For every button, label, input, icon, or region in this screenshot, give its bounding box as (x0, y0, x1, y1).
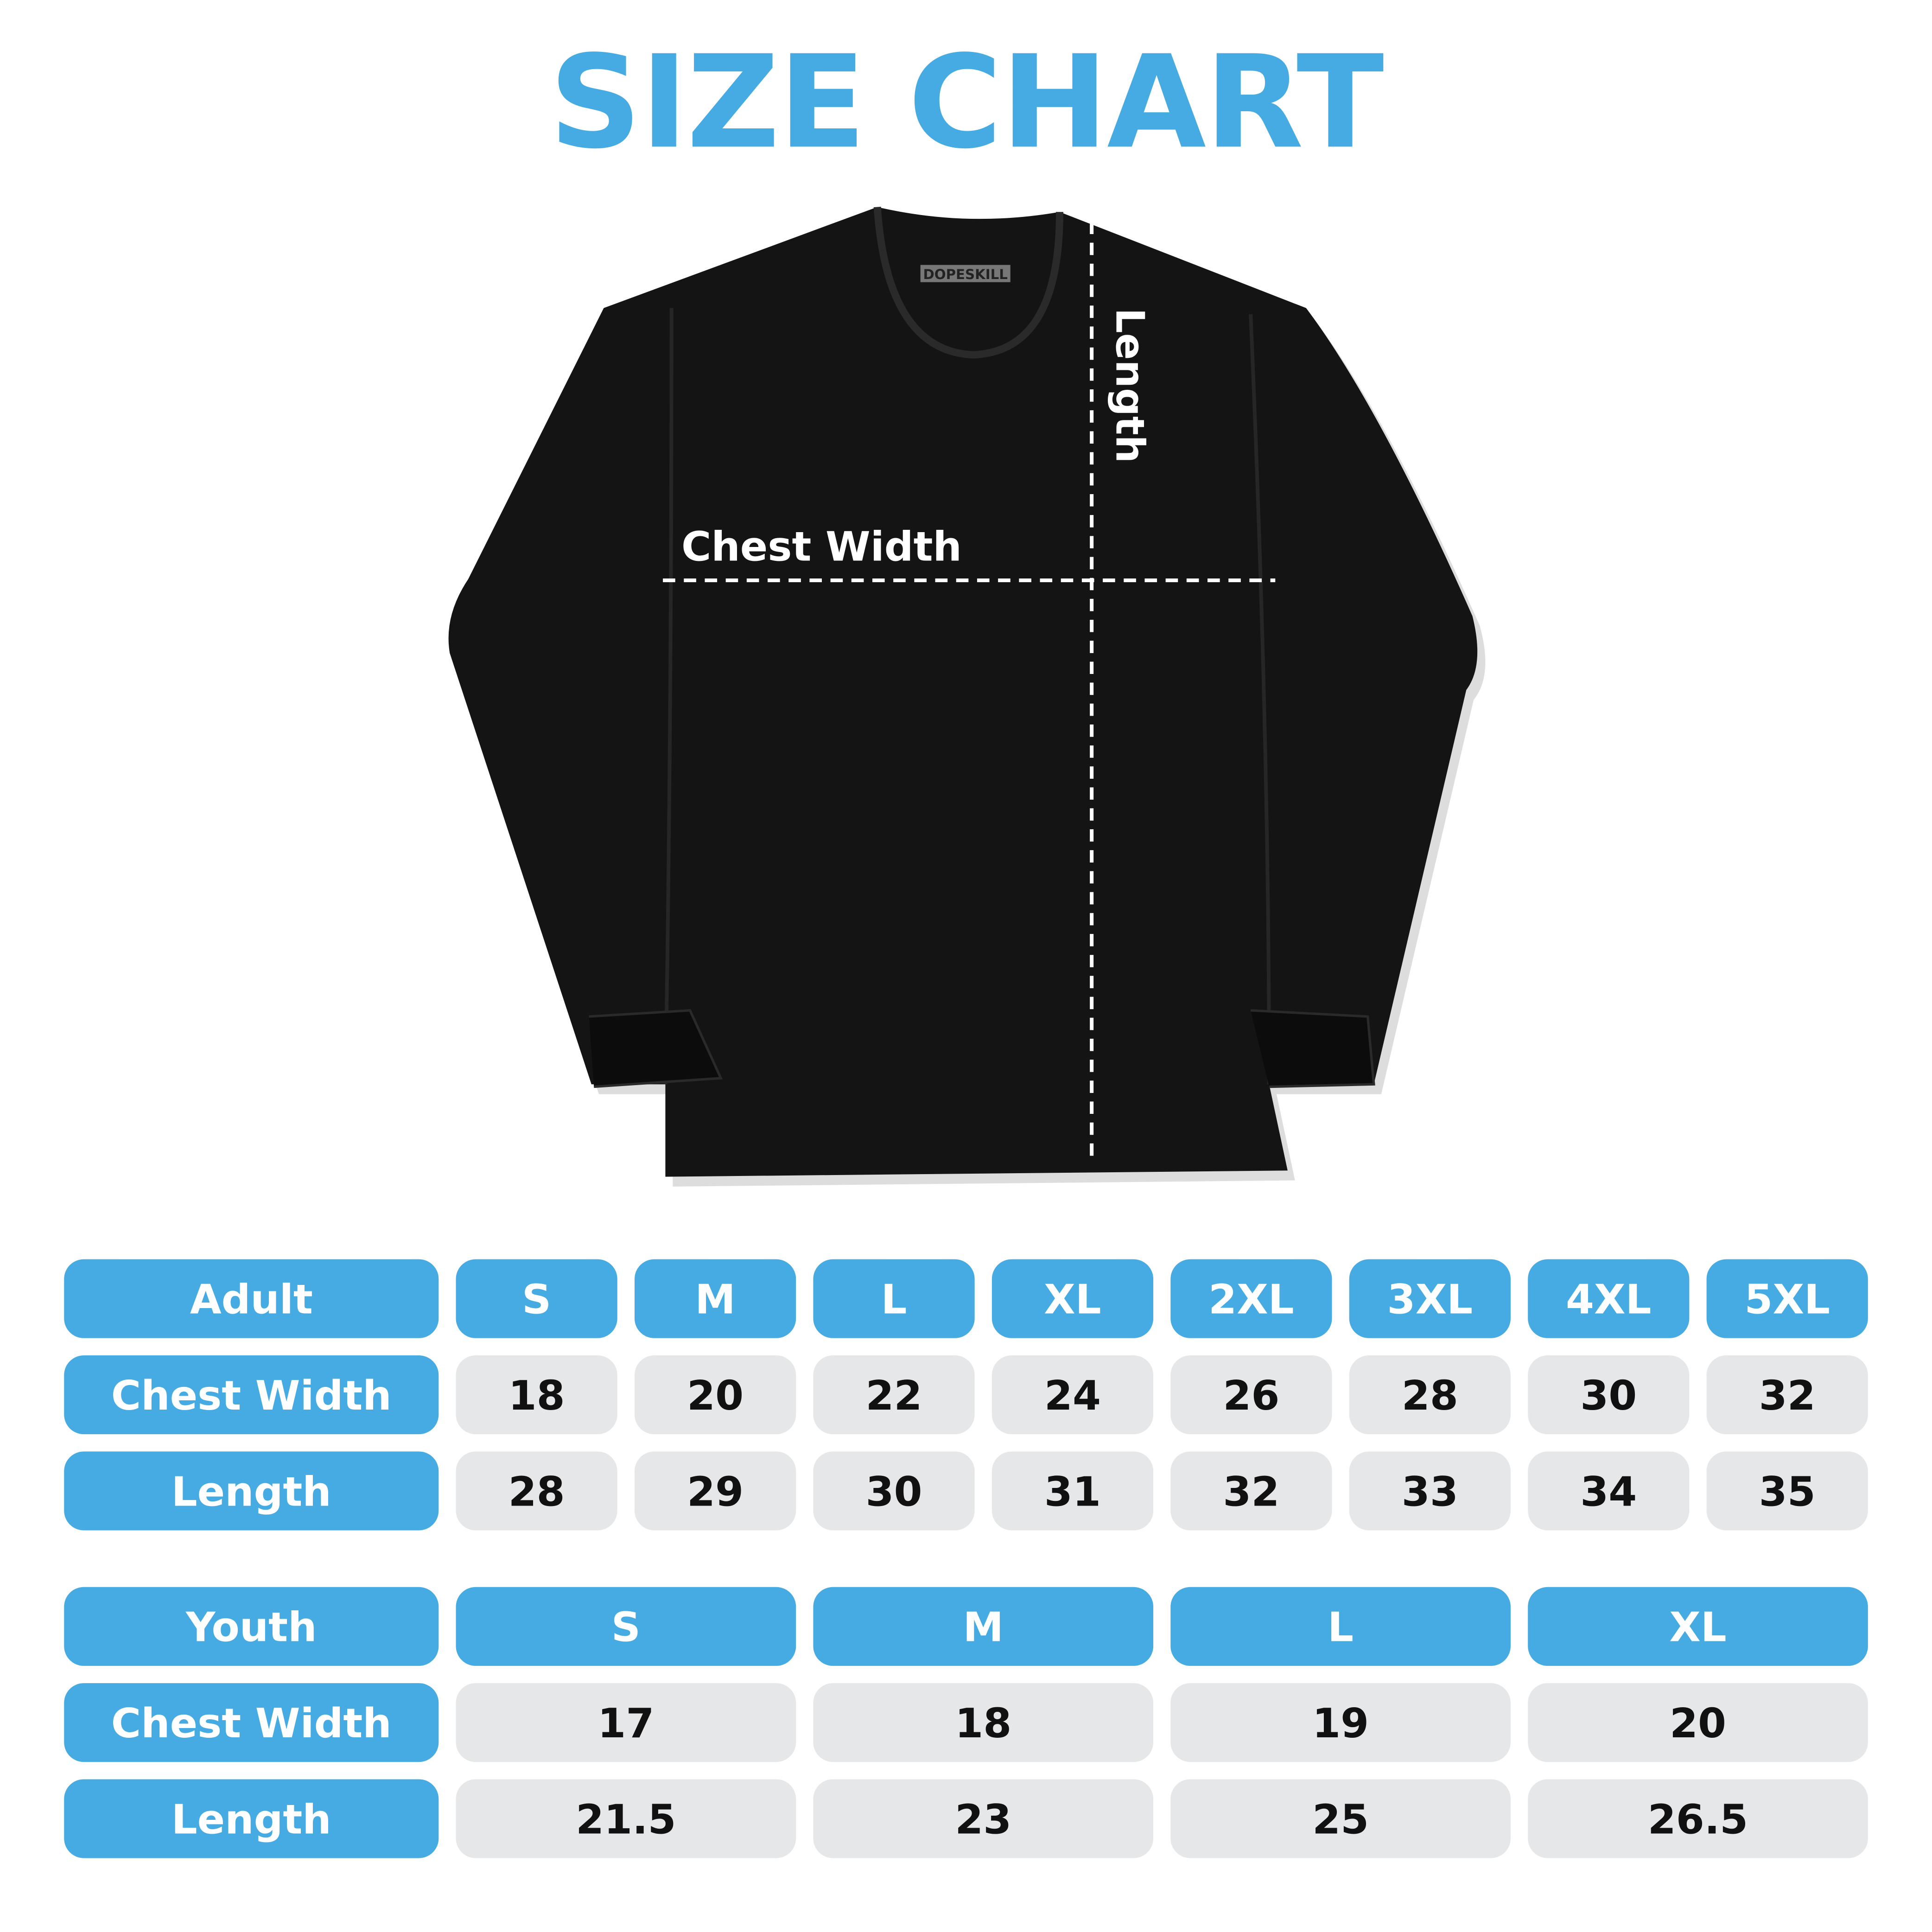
brand-tag (920, 265, 1010, 282)
youth-value-cell: 17 (456, 1683, 796, 1762)
sleeve-seam-right (1249, 314, 1271, 1085)
adult-size-header: XL (991, 1259, 1154, 1338)
youth-value-cell: 20 (1528, 1683, 1868, 1762)
youth-size-header: M (813, 1587, 1154, 1666)
adult-size-header: 3XL (1349, 1259, 1511, 1338)
youth-value-cell: 18 (813, 1683, 1154, 1762)
adult-value-cell: 29 (634, 1451, 796, 1531)
youth-value-cell: 21.5 (456, 1779, 796, 1858)
adult-value-cell: 28 (456, 1451, 617, 1531)
adult-value-cell: 24 (991, 1355, 1154, 1435)
adult-value-cell: 22 (813, 1355, 975, 1435)
adult-value-cell: 31 (991, 1451, 1154, 1531)
length-label: Length (1106, 308, 1152, 464)
cuff-right (1250, 1009, 1375, 1088)
youth-size-header: L (1170, 1587, 1511, 1666)
youth-value-cell: 26.5 (1528, 1779, 1868, 1858)
youth-row-label: Chest Width (64, 1683, 439, 1762)
adult-value-cell: 35 (1706, 1451, 1868, 1531)
adult-value-cell: 30 (813, 1451, 975, 1531)
adult-size-header: M (634, 1259, 796, 1338)
adult-value-cell: 26 (1170, 1355, 1332, 1435)
youth-row-label: Length (64, 1779, 439, 1858)
youth-table-header: Youth (64, 1587, 439, 1666)
adult-size-header: L (813, 1259, 975, 1338)
page-title: SIZE CHART (549, 27, 1384, 178)
sleeve-seam-left (663, 308, 674, 1085)
adult-value-cell: 34 (1528, 1451, 1690, 1531)
adult-value-cell: 28 (1349, 1355, 1511, 1435)
brand-tag-text: DOPESKILL (923, 267, 1008, 282)
adult-size-header: 2XL (1170, 1259, 1332, 1338)
adult-value-cell: 18 (456, 1355, 617, 1435)
adult-size-header: 4XL (1528, 1259, 1690, 1338)
adult-size-header: S (456, 1259, 617, 1338)
adult-value-cell: 20 (634, 1355, 796, 1435)
chest-width-label: Chest Width (681, 523, 962, 570)
cuff-left (589, 1009, 723, 1088)
youth-value-cell: 25 (1170, 1779, 1511, 1858)
adult-value-cell: 32 (1170, 1451, 1332, 1531)
shirt-body (448, 207, 1478, 1177)
adult-size-header: 5XL (1706, 1259, 1868, 1338)
adult-row-label: Length (64, 1451, 439, 1531)
adult-value-cell: 33 (1349, 1451, 1511, 1531)
youth-size-header: S (456, 1587, 796, 1666)
adult-value-cell: 30 (1528, 1355, 1690, 1435)
youth-size-header: XL (1528, 1587, 1868, 1666)
youth-value-cell: 23 (813, 1779, 1154, 1858)
shirt-illustration: DOPESKILL Chest Width Length (448, 207, 1486, 1187)
adult-row-label: Chest Width (64, 1355, 439, 1435)
adult-table-header: Adult (64, 1259, 439, 1338)
adult-value-cell: 32 (1706, 1355, 1868, 1435)
shirt-collar (873, 207, 1064, 359)
youth-value-cell: 19 (1170, 1683, 1511, 1762)
